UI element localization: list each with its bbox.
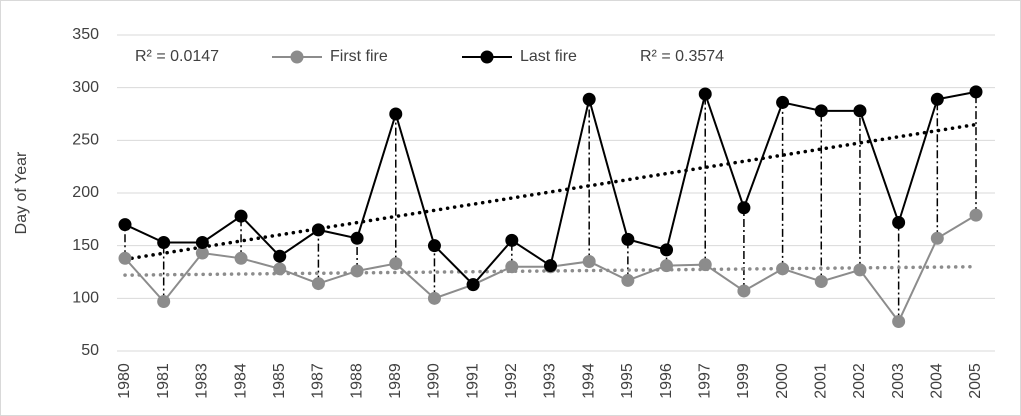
r-squared-annotation: R² = 0.0147 — [135, 48, 219, 65]
data-point — [969, 208, 983, 222]
data-point — [853, 104, 867, 118]
data-point — [544, 259, 557, 273]
data-point — [776, 262, 790, 276]
data-point — [195, 246, 209, 260]
legend-marker — [480, 50, 494, 64]
x-tick-label: 1988 — [348, 363, 365, 399]
data-point — [505, 260, 519, 274]
data-point — [350, 231, 364, 245]
y-tick-label: 350 — [72, 26, 99, 43]
x-tick-label: 2002 — [851, 363, 868, 399]
x-tick-label: 1983 — [194, 363, 211, 399]
data-point — [234, 209, 248, 223]
data-point — [311, 277, 325, 291]
x-tick-label: 1992 — [503, 363, 520, 399]
legend-label: Last fire — [520, 48, 577, 65]
data-point — [814, 104, 828, 118]
x-tick-label: 1995 — [619, 363, 636, 399]
data-point — [853, 263, 867, 277]
y-tick-label: 250 — [72, 132, 99, 149]
x-tick-label: 2001 — [812, 363, 829, 399]
data-point — [505, 233, 519, 247]
x-tick-label: 1981 — [155, 363, 172, 399]
x-tick-label: 1980 — [116, 363, 133, 399]
data-point — [892, 215, 906, 229]
data-point — [273, 249, 287, 263]
data-point — [118, 251, 132, 265]
x-tick-label: 1989 — [387, 363, 404, 399]
data-point — [234, 251, 248, 265]
data-point — [389, 107, 403, 121]
data-point — [660, 259, 674, 273]
x-tick-label: 2003 — [890, 363, 907, 399]
x-tick-label: 1984 — [232, 363, 249, 399]
data-point — [892, 315, 906, 329]
x-tick-label: 2000 — [774, 363, 791, 399]
data-point — [621, 232, 635, 246]
data-point — [427, 239, 441, 253]
data-point — [311, 223, 325, 237]
y-tick-label: 150 — [72, 237, 99, 254]
data-point — [814, 274, 828, 288]
data-point — [660, 243, 674, 257]
r-squared-annotation: R² = 0.3574 — [640, 48, 724, 65]
data-point — [698, 87, 712, 101]
data-point — [350, 264, 364, 278]
x-tick-label: 1996 — [658, 363, 675, 399]
data-point — [776, 95, 790, 109]
x-tick-label: 1999 — [735, 363, 752, 399]
y-tick-label: 100 — [72, 290, 99, 307]
x-tick-label: 2004 — [929, 363, 946, 399]
data-point — [273, 262, 287, 276]
x-tick-label: 1997 — [696, 363, 713, 399]
data-point — [466, 278, 480, 292]
x-tick-label: 1991 — [464, 363, 481, 399]
y-tick-label: 200 — [72, 184, 99, 201]
x-tick-label: 1990 — [426, 363, 443, 399]
data-point — [737, 201, 751, 215]
data-point — [157, 236, 171, 250]
legend-label: First fire — [330, 48, 388, 65]
legend-marker — [290, 50, 304, 64]
y-tick-label: 300 — [72, 79, 99, 96]
data-point — [621, 273, 635, 287]
data-point — [389, 257, 403, 271]
trendline — [123, 122, 978, 262]
data-point — [582, 254, 596, 268]
data-point — [582, 92, 596, 106]
data-point — [118, 218, 132, 232]
x-tick-label: 1987 — [310, 363, 327, 399]
data-point — [969, 85, 983, 99]
x-tick-label: 1985 — [271, 363, 288, 399]
data-point — [195, 236, 209, 250]
data-point — [157, 294, 171, 308]
x-tick-label: 1993 — [542, 363, 559, 399]
data-point — [698, 258, 712, 272]
data-point — [930, 92, 944, 106]
y-tick-label: 50 — [81, 342, 99, 359]
data-point — [737, 284, 751, 298]
x-tick-label: 1994 — [580, 363, 597, 399]
y-axis-label: Day of Year — [13, 151, 30, 234]
data-point — [427, 291, 441, 305]
x-tick-label: 2005 — [967, 363, 984, 399]
data-point — [930, 231, 944, 245]
